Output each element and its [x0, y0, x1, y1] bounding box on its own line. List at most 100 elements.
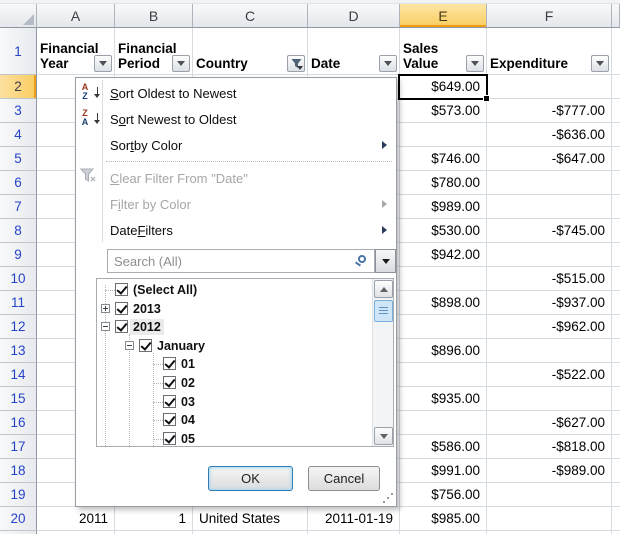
column-header-a[interactable]: A — [37, 4, 115, 28]
column-header-d[interactable]: D — [308, 4, 400, 28]
resize-grip[interactable] — [383, 501, 385, 503]
field-header-f[interactable]: Expenditure — [487, 28, 612, 75]
tree-item-label[interactable]: 04 — [181, 413, 195, 428]
tree-item-label[interactable]: 01 — [181, 357, 195, 372]
checkbox[interactable] — [139, 338, 152, 352]
cell-e7[interactable]: $989.00 — [400, 195, 487, 219]
cell-e20[interactable]: $985.00 — [400, 507, 487, 531]
row-header-15[interactable]: 15 — [0, 387, 37, 411]
row-header-3[interactable]: 3 — [0, 99, 37, 123]
row-header-12[interactable]: 12 — [0, 315, 37, 339]
row-header-19[interactable]: 19 — [0, 483, 37, 507]
filter-dropdown-button[interactable] — [379, 55, 397, 72]
tree-item-label[interactable]: 05 — [181, 431, 195, 446]
scroll-down-button[interactable] — [374, 427, 393, 445]
row-header-1[interactable]: 1 — [0, 28, 37, 75]
search-scope-dropdown-button[interactable] — [375, 249, 396, 273]
collapse-icon[interactable] — [101, 322, 110, 332]
checkbox[interactable] — [115, 301, 128, 315]
checkbox[interactable] — [163, 357, 176, 371]
search-input[interactable] — [108, 250, 374, 272]
row-header-6[interactable]: 6 — [0, 171, 37, 195]
checkbox[interactable] — [115, 320, 128, 334]
cell-f8[interactable]: -$745.00 — [487, 219, 612, 243]
select-all-corner[interactable] — [0, 4, 37, 28]
tree-item-label[interactable]: 2013 — [133, 301, 161, 316]
row-header-13[interactable]: 13 — [0, 339, 37, 363]
cell-e6[interactable]: $780.00 — [400, 171, 487, 195]
tree-item-label[interactable]: (Select All) — [133, 283, 198, 297]
tree-item-label[interactable]: 03 — [181, 394, 195, 409]
cell-e12[interactable] — [400, 315, 487, 339]
cell-f12[interactable]: -$962.00 — [487, 315, 612, 339]
column-header-e[interactable]: E — [400, 4, 487, 28]
cell-f7[interactable] — [487, 195, 612, 219]
cell-e9[interactable]: $942.00 — [400, 243, 487, 267]
cell-f10[interactable]: -$515.00 — [487, 267, 612, 291]
expand-icon[interactable] — [101, 303, 110, 313]
row-header-4[interactable]: 4 — [0, 123, 37, 147]
cell-e18[interactable]: $991.00 — [400, 459, 487, 483]
column-header-b[interactable]: B — [115, 4, 193, 28]
row-header-8[interactable]: 8 — [0, 219, 37, 243]
filter-dropdown-button[interactable] — [172, 55, 190, 72]
cell-e16[interactable] — [400, 411, 487, 435]
cell-f19[interactable] — [487, 483, 612, 507]
cell-e13[interactable]: $896.00 — [400, 339, 487, 363]
field-header-e[interactable]: Sales Value — [400, 28, 487, 75]
row-header-9[interactable]: 9 — [0, 243, 37, 267]
cell-e8[interactable]: $530.00 — [400, 219, 487, 243]
cell-f11[interactable]: -$937.00 — [487, 291, 612, 315]
cell-f15[interactable] — [487, 387, 612, 411]
tree-item-label[interactable]: 02 — [181, 376, 195, 390]
field-header-d[interactable]: Date — [308, 28, 400, 75]
field-header-b[interactable]: Financial Period — [115, 28, 193, 75]
checkbox[interactable] — [163, 413, 176, 427]
cell-f4[interactable]: -$636.00 — [487, 123, 612, 147]
cell-f2[interactable] — [487, 75, 612, 99]
cell-f16[interactable]: -$627.00 — [487, 411, 612, 435]
row-header-14[interactable]: 14 — [0, 363, 37, 387]
row-header-16[interactable]: 16 — [0, 411, 37, 435]
row-header-5[interactable]: 5 — [0, 147, 37, 171]
cell-e10[interactable] — [400, 267, 487, 291]
cell-f9[interactable] — [487, 243, 612, 267]
filter-dropdown-button[interactable] — [591, 55, 609, 72]
field-header-a[interactable]: Financial Year — [37, 28, 115, 75]
checkbox[interactable] — [115, 283, 128, 296]
cell-f20[interactable] — [487, 507, 612, 531]
cell-f14[interactable]: -$522.00 — [487, 363, 612, 387]
row-header-17[interactable]: 17 — [0, 435, 37, 459]
cell-c20[interactable]: United States — [193, 507, 308, 531]
cell-e5[interactable]: $746.00 — [400, 147, 487, 171]
tree-scrollbar[interactable] — [372, 279, 393, 446]
filter-dropdown-button[interactable] — [94, 55, 112, 72]
filter-applied-button[interactable] — [287, 55, 305, 72]
cell-e2[interactable]: $649.00 — [400, 75, 487, 99]
cell-f5[interactable]: -$647.00 — [487, 147, 612, 171]
cell-e3[interactable]: $573.00 — [400, 99, 487, 123]
row-header-18[interactable]: 18 — [0, 459, 37, 483]
cell-e14[interactable] — [400, 363, 487, 387]
cell-e17[interactable]: $586.00 — [400, 435, 487, 459]
tree-item-label[interactable]: 2012 — [130, 319, 164, 336]
row-header-2[interactable]: 2 — [0, 75, 37, 99]
checkbox[interactable] — [163, 376, 176, 389]
menu-item-sort-by-color[interactable]: Sor t by Color — [76, 132, 396, 158]
row-header-10[interactable]: 10 — [0, 267, 37, 291]
cell-b20[interactable]: 1 — [115, 507, 193, 531]
ok-button[interactable]: OK — [208, 466, 293, 491]
row-header-11[interactable]: 11 — [0, 291, 37, 315]
cell-e15[interactable]: $935.00 — [400, 387, 487, 411]
cell-d20[interactable]: 2011-01-19 — [308, 507, 400, 531]
checkbox[interactable] — [163, 431, 176, 445]
cell-f6[interactable] — [487, 171, 612, 195]
row-header-7[interactable]: 7 — [0, 195, 37, 219]
row-header-20[interactable]: 20 — [0, 507, 37, 531]
cancel-button[interactable]: Cancel — [308, 466, 380, 491]
cell-f13[interactable] — [487, 339, 612, 363]
scroll-up-button[interactable] — [374, 280, 393, 298]
